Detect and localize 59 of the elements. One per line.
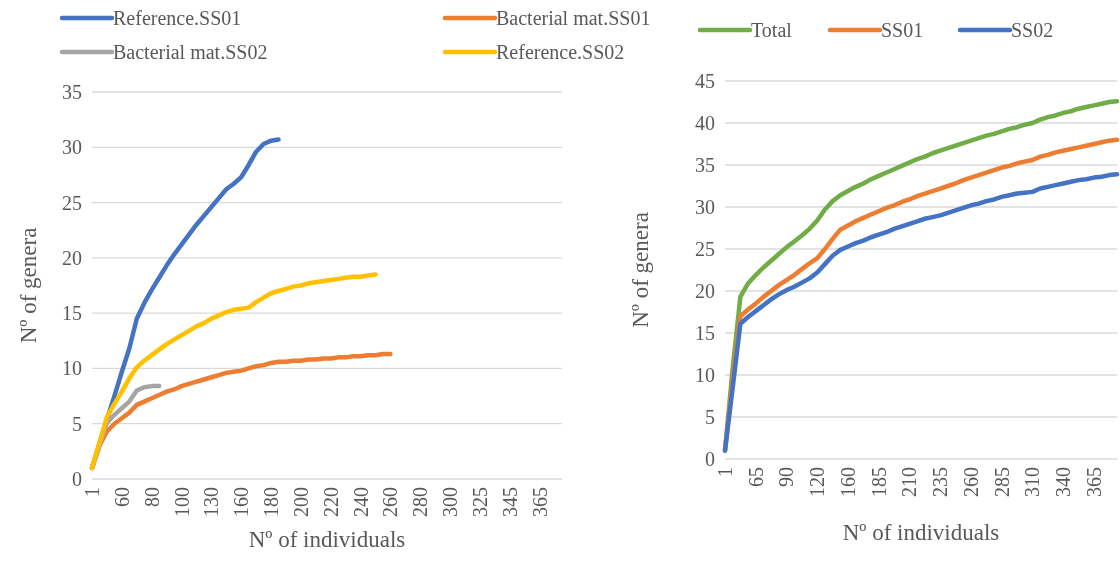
y-tick-label: 20 bbox=[62, 246, 82, 269]
x-tick-label: 1 bbox=[81, 487, 103, 497]
x-axis-title: Nº of individuals bbox=[248, 527, 406, 552]
x-tick-label: 365 bbox=[528, 487, 551, 517]
x-tick-label: 310 bbox=[1021, 467, 1044, 497]
y-tick-label: 25 bbox=[62, 191, 82, 214]
y-tick-label: 5 bbox=[705, 406, 715, 428]
x-tick-label: 100 bbox=[170, 487, 193, 517]
y-tick-label: 30 bbox=[62, 136, 82, 159]
y-axis-title: Nº of genera bbox=[628, 212, 654, 328]
x-tick-label: 235 bbox=[929, 467, 952, 497]
y-tick-label: 5 bbox=[72, 412, 82, 435]
y-axis-title: Nº of genera bbox=[16, 227, 42, 344]
x-tick-label: 1 bbox=[714, 467, 736, 477]
x-tick-label: 160 bbox=[836, 467, 859, 497]
y-tick-label: 45 bbox=[695, 70, 715, 92]
x-tick-label: 240 bbox=[349, 487, 372, 517]
x-tick-label: 185 bbox=[867, 467, 890, 497]
y-tick-label: 35 bbox=[695, 154, 715, 176]
x-tick-label: 220 bbox=[319, 487, 342, 517]
y-tick-label: 0 bbox=[72, 468, 82, 490]
y-tick-label: 15 bbox=[695, 322, 715, 344]
x-tick-label: 260 bbox=[379, 487, 402, 517]
y-tick-label: 15 bbox=[62, 302, 82, 325]
y-tick-label: 40 bbox=[695, 112, 715, 134]
y-tick-label: 0 bbox=[705, 448, 715, 470]
x-tick-label: 80 bbox=[140, 487, 163, 507]
x-tick-label: 160 bbox=[230, 487, 253, 517]
y-tick-label: 20 bbox=[695, 280, 715, 302]
x-tick-label: 325 bbox=[468, 487, 491, 517]
y-tick-label: 35 bbox=[62, 81, 82, 103]
x-tick-label: 130 bbox=[200, 487, 223, 517]
legend-label: Bacterial mat.SS01 bbox=[496, 7, 651, 29]
x-tick-label: 340 bbox=[1052, 467, 1075, 497]
legend-label: SS01 bbox=[881, 19, 924, 41]
x-tick-label: 345 bbox=[498, 487, 521, 517]
legend-label: Bacterial mat.SS02 bbox=[113, 41, 268, 63]
x-tick-label: 90 bbox=[775, 467, 798, 487]
x-tick-label: 365 bbox=[1082, 467, 1105, 497]
y-tick-label: 10 bbox=[695, 364, 715, 386]
x-axis-title: Nº of individuals bbox=[842, 520, 1000, 545]
y-tick-label: 30 bbox=[695, 196, 715, 218]
x-tick-label: 60 bbox=[110, 487, 133, 507]
x-tick-label: 285 bbox=[990, 467, 1013, 497]
line-series bbox=[89, 272, 378, 471]
x-tick-label: 260 bbox=[959, 467, 982, 497]
x-tick-label: 300 bbox=[439, 487, 462, 517]
x-tick-label: 180 bbox=[260, 487, 283, 517]
legend-label: Reference.SS01 bbox=[113, 7, 242, 29]
y-tick-label: 25 bbox=[695, 238, 715, 260]
legend-label: Reference.SS02 bbox=[496, 41, 625, 63]
x-tick-label: 120 bbox=[806, 467, 829, 497]
x-tick-label: 210 bbox=[898, 467, 921, 497]
x-tick-label: 280 bbox=[409, 487, 432, 517]
legend-label: Total bbox=[751, 19, 793, 41]
x-tick-label: 65 bbox=[744, 467, 767, 487]
x-tick-label: 200 bbox=[289, 487, 312, 517]
y-tick-label: 10 bbox=[62, 357, 82, 380]
legend-label: SS02 bbox=[1011, 19, 1054, 41]
